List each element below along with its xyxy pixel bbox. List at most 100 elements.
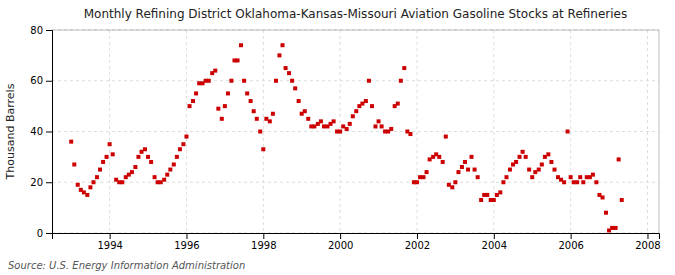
tick-label: 2006	[558, 240, 583, 251]
point	[108, 142, 112, 146]
point	[389, 127, 393, 131]
point	[546, 152, 550, 156]
point	[466, 168, 470, 172]
point	[418, 175, 422, 179]
point	[274, 79, 278, 83]
y-axis: 020406080	[30, 25, 52, 239]
grid-line	[186, 30, 187, 233]
tick-mark	[647, 233, 648, 239]
grid-line	[647, 30, 648, 233]
point	[120, 180, 124, 184]
point	[498, 190, 502, 194]
point	[133, 165, 137, 169]
tick-mark	[46, 233, 52, 234]
point	[216, 107, 220, 111]
point	[271, 112, 275, 116]
point	[319, 119, 323, 123]
point	[380, 124, 384, 128]
tick: 80	[30, 25, 52, 36]
point	[223, 104, 227, 108]
tick-label: 2004	[482, 240, 507, 251]
point	[306, 117, 310, 121]
tick: 1994	[97, 233, 122, 251]
point	[69, 140, 73, 144]
tick: 2008	[635, 233, 660, 251]
point	[533, 170, 537, 174]
point	[620, 198, 624, 202]
point	[101, 160, 105, 164]
point	[284, 66, 288, 70]
point	[236, 58, 240, 62]
point	[264, 117, 268, 121]
point	[553, 168, 557, 172]
tick-mark	[46, 81, 52, 82]
point	[191, 99, 195, 103]
point	[293, 86, 297, 90]
grid	[52, 30, 659, 233]
point	[239, 43, 243, 47]
point	[591, 173, 595, 177]
tick-mark	[340, 233, 341, 239]
point	[261, 147, 265, 151]
y-axis-title: Thousand Barrels	[4, 83, 17, 180]
point	[252, 109, 256, 113]
point	[146, 155, 150, 159]
tick-mark	[494, 233, 495, 239]
point	[172, 162, 176, 166]
point	[220, 117, 224, 121]
frame	[659, 30, 660, 233]
tick-mark	[571, 233, 572, 239]
point	[345, 127, 349, 131]
tick: 2006	[558, 233, 583, 251]
point	[521, 150, 525, 154]
tick-mark	[110, 233, 111, 239]
tick: 40	[30, 126, 52, 137]
point	[370, 104, 374, 108]
axis-line	[53, 234, 660, 240]
point	[332, 119, 336, 123]
point	[287, 71, 291, 75]
point	[364, 99, 368, 103]
point	[508, 168, 512, 172]
chart: 1994199619982000200220042006200802040608…	[0, 0, 675, 275]
point	[518, 155, 522, 159]
grid-line	[493, 30, 494, 233]
point	[572, 180, 576, 184]
point	[360, 102, 364, 106]
point	[456, 170, 460, 174]
tick-mark	[186, 233, 187, 239]
tick: 2002	[405, 233, 430, 251]
point	[504, 175, 508, 179]
tick-label: 1994	[97, 240, 122, 251]
point	[213, 69, 217, 73]
point	[249, 99, 253, 103]
tick-mark	[417, 233, 418, 239]
point	[463, 160, 467, 164]
point	[501, 180, 505, 184]
point	[367, 79, 371, 83]
point	[610, 226, 614, 230]
point	[614, 226, 618, 230]
point	[575, 180, 579, 184]
point	[111, 152, 115, 156]
point	[421, 175, 425, 179]
point	[543, 155, 547, 159]
tick: 1996	[174, 233, 199, 251]
grid-line	[52, 30, 659, 31]
point	[450, 185, 454, 189]
grid-line	[52, 182, 659, 183]
point	[175, 155, 179, 159]
point	[188, 104, 192, 108]
point	[258, 130, 262, 134]
frame	[52, 30, 659, 31]
point	[338, 130, 342, 134]
point	[604, 211, 608, 215]
points	[69, 43, 624, 232]
tick-label: 20	[30, 177, 43, 188]
point	[470, 155, 474, 159]
tick-label: 0	[37, 228, 43, 239]
grid-line	[109, 30, 110, 233]
point	[377, 119, 381, 123]
tick: 20	[30, 177, 52, 188]
point	[85, 193, 89, 197]
